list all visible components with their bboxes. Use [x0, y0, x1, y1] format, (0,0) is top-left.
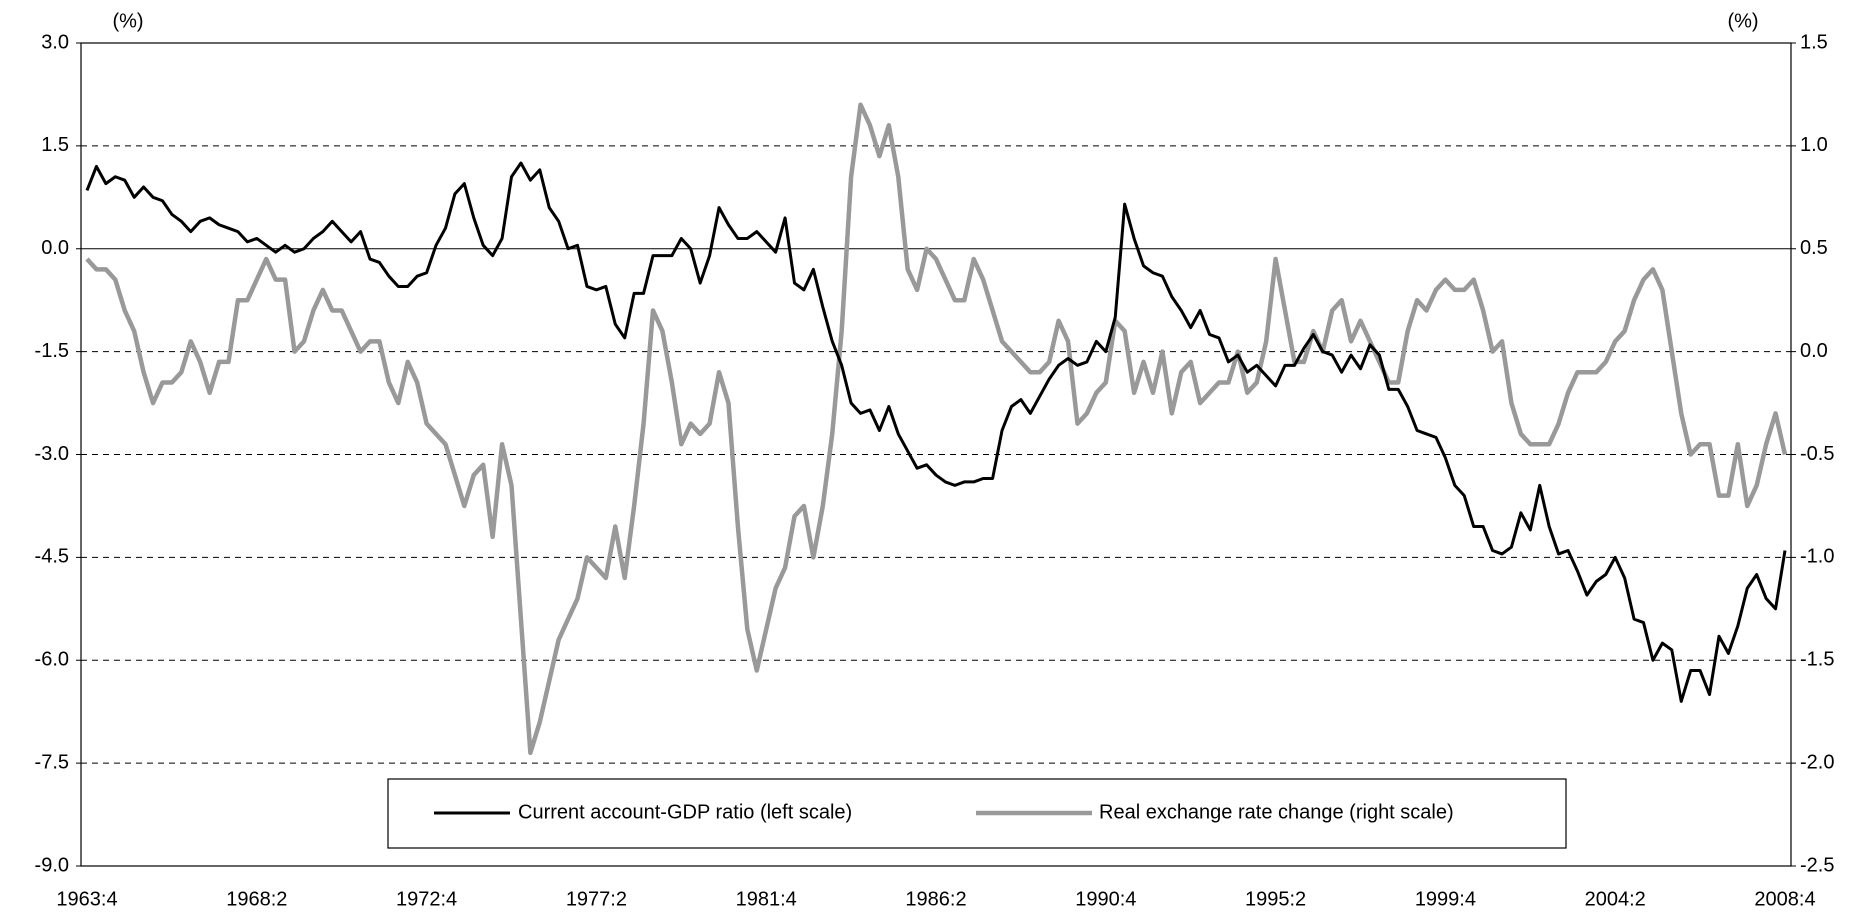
y-tick-label: -1.5: [35, 340, 69, 362]
x-tick-label: 1963:4: [56, 888, 117, 910]
legend-label: Current account-GDP ratio (left scale): [518, 801, 852, 823]
y2-tick-label: -2.5: [1800, 854, 1834, 876]
y-axis-label: (%): [112, 10, 143, 32]
y2-tick-label: 0.0: [1800, 340, 1828, 362]
y2-tick-label: -2.0: [1800, 751, 1834, 773]
x-tick-label: 1972:4: [396, 888, 457, 910]
y-tick-label: 3.0: [41, 31, 69, 53]
legend-box: [387, 778, 1567, 849]
y-tick-label: 1.5: [41, 134, 69, 156]
x-tick-label: 1986:2: [905, 888, 966, 910]
y2-tick-label: 1.0: [1800, 134, 1828, 156]
series-line: [85, 161, 1787, 703]
y-tick-label: -9.0: [35, 854, 69, 876]
y-tick-label: 0.0: [41, 237, 69, 259]
y2-axis-label: (%): [1727, 10, 1758, 32]
x-tick-label: 1990:4: [1075, 888, 1136, 910]
y-tick-label: -3.0: [35, 443, 69, 465]
legend-label: Real exchange rate change (right scale): [1099, 801, 1454, 823]
y2-tick-label: -0.5: [1800, 443, 1834, 465]
y-tick-label: -7.5: [35, 751, 69, 773]
y-tick-label: -4.5: [35, 546, 69, 568]
x-tick-label: 1981:4: [736, 888, 797, 910]
x-tick-label: 1977:2: [566, 888, 627, 910]
series-line: [85, 102, 1788, 756]
y2-tick-label: -1.5: [1800, 649, 1834, 671]
x-tick-label: 1999:4: [1415, 888, 1476, 910]
x-tick-label: 1968:2: [226, 888, 287, 910]
y2-tick-label: 0.5: [1800, 237, 1828, 259]
x-tick-label: 1995:2: [1245, 888, 1306, 910]
y2-tick-label: -1.0: [1800, 546, 1834, 568]
x-tick-label: 2008:4: [1754, 888, 1815, 910]
y2-tick-label: 1.5: [1800, 31, 1828, 53]
x-tick-label: 2004:2: [1585, 888, 1646, 910]
y-tick-label: -6.0: [35, 649, 69, 671]
